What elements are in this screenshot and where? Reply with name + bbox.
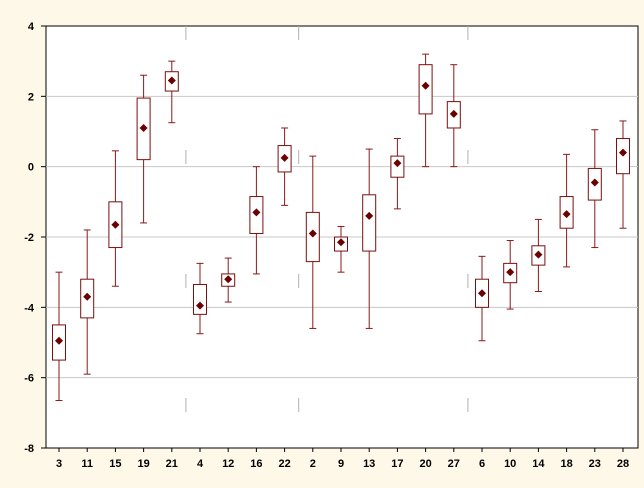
x-tick-label: 23 bbox=[589, 458, 601, 470]
x-tick-label: 10 bbox=[504, 458, 516, 470]
x-tick-label: 9 bbox=[338, 458, 344, 470]
median-marker bbox=[196, 301, 204, 310]
box-28 bbox=[616, 120, 630, 229]
x-tick-label: 6 bbox=[479, 458, 485, 470]
y-tick-label: 4 bbox=[28, 21, 35, 33]
box-20 bbox=[418, 53, 433, 168]
median-marker bbox=[111, 220, 120, 229]
box-22 bbox=[277, 127, 292, 206]
box-11 bbox=[80, 229, 95, 375]
y-axis: -8 -6 -4 -2 0 2 4 bbox=[24, 21, 46, 455]
median-marker bbox=[449, 109, 458, 118]
x-tick-label: 13 bbox=[363, 458, 375, 470]
median-marker bbox=[308, 229, 317, 238]
y-tick-label: 0 bbox=[28, 162, 34, 174]
boxes-layer bbox=[52, 53, 630, 402]
x-tick-label: 22 bbox=[278, 458, 290, 470]
median-marker bbox=[139, 123, 148, 132]
median-marker bbox=[590, 178, 599, 187]
y-tick-label: -4 bbox=[24, 302, 35, 314]
x-tick-label: 4 bbox=[197, 458, 204, 470]
median-marker bbox=[167, 76, 176, 85]
x-tick-label: 15 bbox=[109, 458, 121, 470]
box-12 bbox=[221, 257, 236, 303]
x-tick-label: 28 bbox=[617, 458, 629, 470]
iqr-box bbox=[362, 194, 377, 252]
median-marker bbox=[421, 81, 430, 90]
y-tick-label: -6 bbox=[24, 373, 34, 385]
box-17 bbox=[390, 138, 405, 210]
box-19 bbox=[136, 74, 151, 224]
x-tick-label: 12 bbox=[222, 458, 234, 470]
median-marker bbox=[562, 210, 571, 219]
median-marker bbox=[506, 268, 515, 277]
median-marker bbox=[55, 336, 63, 345]
box-16 bbox=[249, 166, 264, 275]
box-4 bbox=[193, 262, 207, 335]
box-21 bbox=[164, 60, 179, 124]
median-marker bbox=[280, 153, 289, 162]
x-tick-label: 16 bbox=[250, 458, 262, 470]
x-tick-label: 3 bbox=[56, 458, 62, 470]
median-marker bbox=[252, 208, 261, 217]
box-14 bbox=[531, 218, 546, 293]
box-9 bbox=[334, 225, 348, 273]
box-6 bbox=[475, 255, 489, 342]
box-18 bbox=[559, 153, 574, 268]
box-3 bbox=[52, 271, 66, 402]
gridlines bbox=[46, 95, 638, 379]
box-23 bbox=[587, 129, 602, 249]
x-tick-label: 27 bbox=[448, 458, 460, 470]
box-15 bbox=[108, 150, 123, 287]
box-27 bbox=[446, 64, 461, 168]
x-tick-label: 18 bbox=[560, 458, 572, 470]
x-tick-label: 11 bbox=[81, 458, 93, 470]
x-tick-label: 21 bbox=[166, 458, 178, 470]
median-marker bbox=[534, 250, 543, 259]
y-tick-label: 2 bbox=[28, 91, 34, 103]
median-marker bbox=[478, 289, 486, 298]
median-marker bbox=[83, 292, 92, 301]
y-tick-label: -8 bbox=[24, 443, 34, 455]
x-tick-label: 20 bbox=[419, 458, 431, 470]
median-marker bbox=[365, 211, 374, 220]
x-tick-label: 2 bbox=[310, 458, 316, 470]
iqr-box bbox=[193, 283, 207, 315]
box-13 bbox=[362, 148, 377, 329]
median-marker bbox=[224, 275, 233, 284]
x-axis: 3 11 15 19 21 4 12 16 22 2 9 13 17 20 27 6 10 14 18 23 28 bbox=[56, 448, 629, 470]
box-10 bbox=[503, 240, 518, 310]
x-tick-label: 17 bbox=[391, 458, 403, 470]
x-tick-label: 14 bbox=[532, 458, 545, 470]
median-marker bbox=[619, 148, 627, 157]
median-marker bbox=[337, 238, 345, 247]
box-2 bbox=[305, 155, 320, 329]
y-tick-label: -2 bbox=[24, 232, 34, 244]
x-tick-label: 19 bbox=[137, 458, 149, 470]
median-marker bbox=[393, 159, 402, 168]
